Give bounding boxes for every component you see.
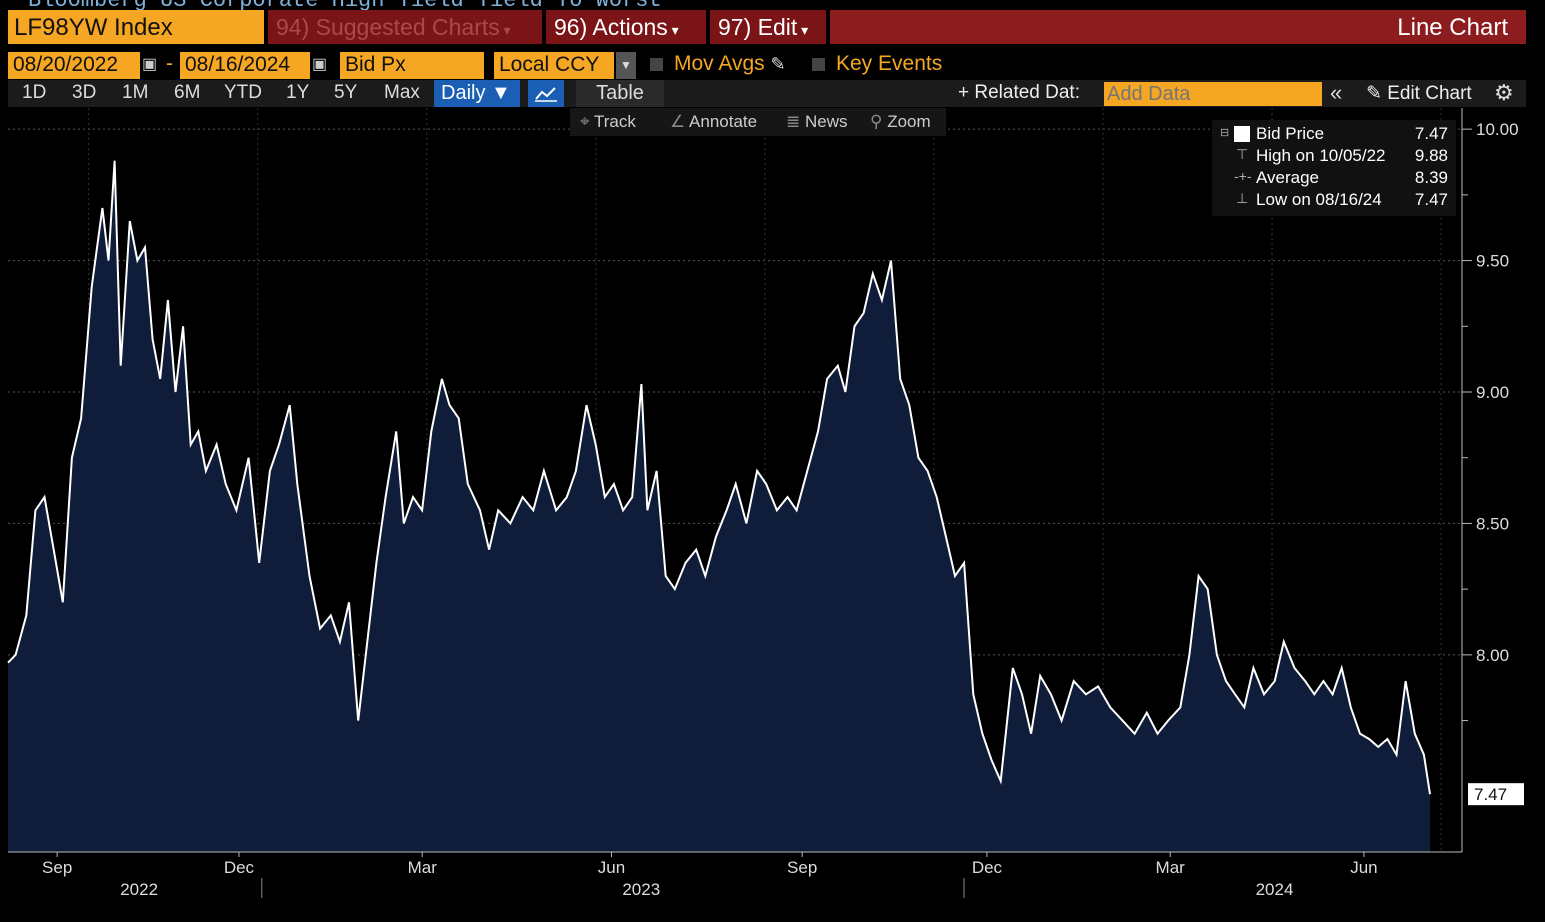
actions-label: 96) Actions (554, 14, 668, 40)
zoom-tool[interactable]: ⚲ Zoom (870, 112, 931, 132)
legend-high-value: 9.88 (1414, 146, 1448, 165)
edit-button[interactable]: 97) Edit ▾ (710, 10, 826, 44)
track-tool[interactable]: ⌖ Track (580, 112, 636, 132)
series-line-bid-price (7, 160, 1431, 795)
period-3d[interactable]: 3D (72, 82, 97, 103)
period-1d[interactable]: 1D (22, 82, 47, 103)
period-6m[interactable]: 6M (174, 82, 201, 103)
y-tick-label: 8.50 (1476, 514, 1509, 533)
annotate-icon: ∠ (670, 112, 686, 131)
table-button[interactable]: Table (576, 80, 664, 107)
x-month-label: Jun (1350, 858, 1377, 877)
line-chart[interactable]: 8.00 8.50 9.00 9.50 10.00 7.47 Sep Dec Mar Jun Sep… (0, 108, 1545, 922)
series-area (8, 160, 1430, 852)
legend-avg-value: 8.39 (1414, 168, 1448, 187)
news-icon: ≣ (786, 112, 801, 131)
series-swatch (1234, 126, 1250, 142)
x-month-label: Mar (1156, 858, 1186, 877)
ticker-input[interactable]: LF98YW Index (8, 10, 264, 44)
edit-label: 97) Edit (718, 14, 798, 40)
y-tick-label: 8.00 (1476, 646, 1509, 665)
line-chart-glyph (535, 87, 557, 102)
chevron-down-icon[interactable]: ▼ (616, 52, 636, 79)
legend-low-label: Low on 08/16/24 (1256, 190, 1382, 209)
suggested-charts-label: 94) Suggested Charts (276, 14, 500, 40)
chart-type-bar: Line Chart (830, 10, 1526, 44)
y-tick-label: 10.00 (1476, 120, 1519, 139)
legend-series-value: 7.47 (1414, 124, 1448, 143)
x-year-label: 2022 (120, 880, 158, 899)
collapse-icon[interactable]: « (1330, 80, 1343, 105)
end-date-input[interactable]: 08/16/2024 (180, 52, 310, 79)
news-tool[interactable]: ≣ News (786, 112, 848, 132)
date-separator: - (166, 52, 173, 75)
gear-icon[interactable]: ⚙ (1494, 80, 1514, 105)
mov-avgs-label[interactable]: Mov Avgs ✎ (674, 52, 786, 76)
zoom-label: Zoom (887, 112, 931, 131)
period-max[interactable]: Max (384, 82, 420, 103)
legend-avg-label: Average (1256, 168, 1320, 187)
crosshair-icon: ⌖ (580, 112, 590, 131)
calendar-icon[interactable]: ▣ (312, 56, 328, 73)
high-icon: ⊤ (1236, 146, 1249, 162)
currency-select[interactable]: Local CCY (494, 52, 614, 79)
period-5y[interactable]: 5Y (334, 82, 358, 103)
legend-high-label: High on 10/05/22 (1256, 146, 1386, 165)
x-month-label: Sep (787, 858, 817, 877)
line-chart-icon[interactable] (528, 80, 564, 107)
chart-type-label: Line Chart (1397, 14, 1508, 41)
pencil-icon: ✎ (1366, 83, 1382, 104)
x-month-label: Jun (598, 858, 625, 877)
frequency-select[interactable]: Daily ▼ (434, 80, 520, 107)
annotate-label: Annotate (689, 112, 758, 131)
period-1y[interactable]: 1Y (286, 82, 310, 103)
key-events-checkbox[interactable] (812, 58, 825, 76)
x-month-label: Sep (42, 858, 72, 877)
calendar-icon[interactable]: ▣ (142, 56, 158, 73)
legend-box: ⊟ Bid Price 7.47 ⊤ High on 10/05/22 9.88… (1212, 120, 1456, 216)
edit-chart-button[interactable]: ✎ Edit Chart (1366, 82, 1472, 105)
collapse-legend-icon[interactable]: ⊟ (1220, 127, 1230, 139)
x-month-label: Dec (972, 858, 1003, 877)
actions-button[interactable]: 96) Actions ▾ (546, 10, 706, 44)
legend-low-value: 7.47 (1414, 190, 1448, 209)
add-data-input[interactable] (1104, 82, 1322, 106)
y-tick-label: 9.50 (1476, 252, 1509, 271)
related-data-button[interactable]: + Related Dat: (958, 82, 1080, 103)
x-month-label: Dec (224, 858, 255, 877)
zoom-icon: ⚲ (870, 112, 883, 131)
window-title: Bloomberg US Corporate High Yield Yield … (28, 0, 928, 10)
legend-series-name: Bid Price (1256, 124, 1325, 143)
mov-avgs-checkbox[interactable] (650, 58, 663, 76)
x-month-label: Mar (408, 858, 438, 877)
period-1m[interactable]: 1M (122, 82, 149, 103)
pencil-icon[interactable]: ✎ (770, 54, 786, 74)
track-label: Track (594, 112, 636, 131)
x-year-label: 2024 (1256, 880, 1294, 899)
edit-chart-label: Edit Chart (1387, 83, 1472, 104)
chart-toolbar (570, 108, 946, 136)
mov-avgs-text: Mov Avgs (674, 52, 765, 75)
key-events-label[interactable]: Key Events (836, 52, 943, 75)
suggested-charts-button[interactable]: 94) Suggested Charts ▾ (268, 10, 542, 44)
field-select[interactable]: Bid Px (340, 52, 484, 79)
start-date-input[interactable]: 08/20/2022 (8, 52, 140, 79)
last-value-box (1468, 783, 1524, 806)
low-icon: ⊥ (1236, 190, 1249, 206)
add-data-field[interactable] (1107, 82, 1319, 106)
y-tick-label: 9.00 (1476, 383, 1509, 402)
period-ytd[interactable]: YTD (224, 82, 262, 103)
annotate-tool[interactable]: ∠ Annotate (670, 112, 757, 132)
news-label: News (804, 112, 848, 131)
last-value-label: 7.47 (1474, 785, 1507, 804)
x-year-label: 2023 (622, 880, 660, 899)
average-icon: -+- (1234, 168, 1252, 184)
